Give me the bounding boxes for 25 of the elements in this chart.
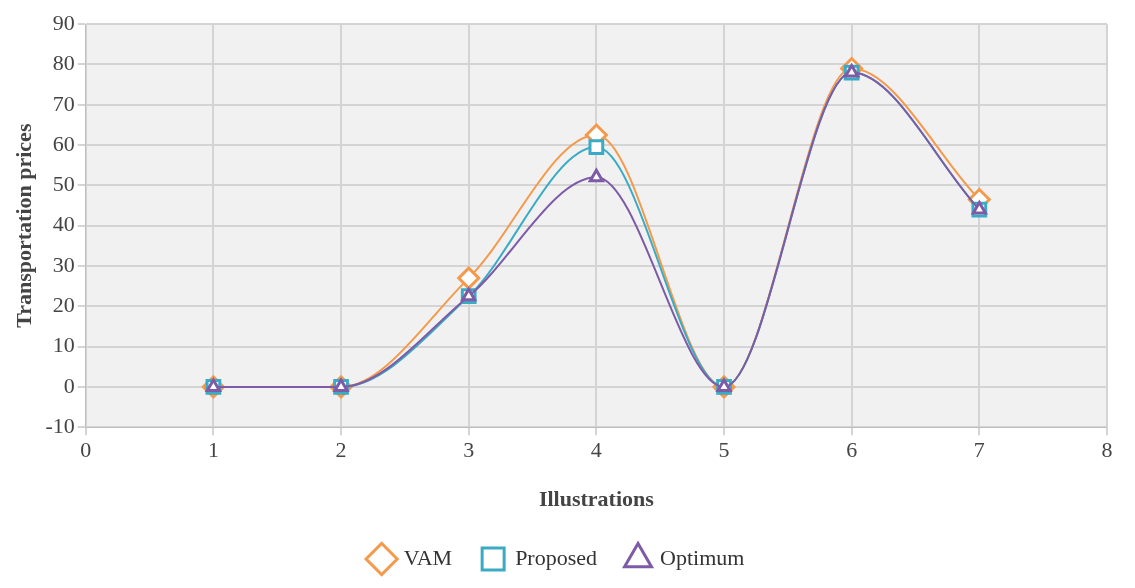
y-tick-label: 90 — [52, 9, 75, 35]
legend-label: Optimum — [660, 544, 745, 570]
x-tick-label: 4 — [590, 437, 602, 463]
x-tick-label: 1 — [207, 437, 219, 463]
y-tick-label: 10 — [52, 332, 75, 358]
x-tick-label: 2 — [335, 437, 347, 463]
x-tick-label: 0 — [80, 437, 92, 463]
x-tick-label: 3 — [463, 437, 475, 463]
y-axis-title: Transportation prices — [10, 123, 36, 328]
x-tick-label: 5 — [718, 437, 730, 463]
y-tick-label: 70 — [52, 90, 75, 116]
y-tick-label: 20 — [52, 292, 75, 318]
x-tick-label: 8 — [1101, 437, 1113, 463]
x-tick-label: 7 — [973, 437, 985, 463]
y-tick-label: 50 — [52, 171, 75, 197]
legend-label: VAM — [403, 544, 453, 570]
legend-label: Proposed — [515, 544, 598, 570]
y-tick-label: 0 — [63, 372, 75, 398]
y-tick-label: -10 — [45, 412, 75, 438]
y-tick-label: 30 — [52, 251, 75, 277]
y-tick-label: 80 — [52, 50, 75, 76]
y-tick-label: 40 — [52, 211, 75, 237]
y-tick-label: 60 — [52, 130, 75, 156]
x-tick-label: 6 — [846, 437, 858, 463]
x-axis-title: Illustrations — [538, 486, 655, 512]
